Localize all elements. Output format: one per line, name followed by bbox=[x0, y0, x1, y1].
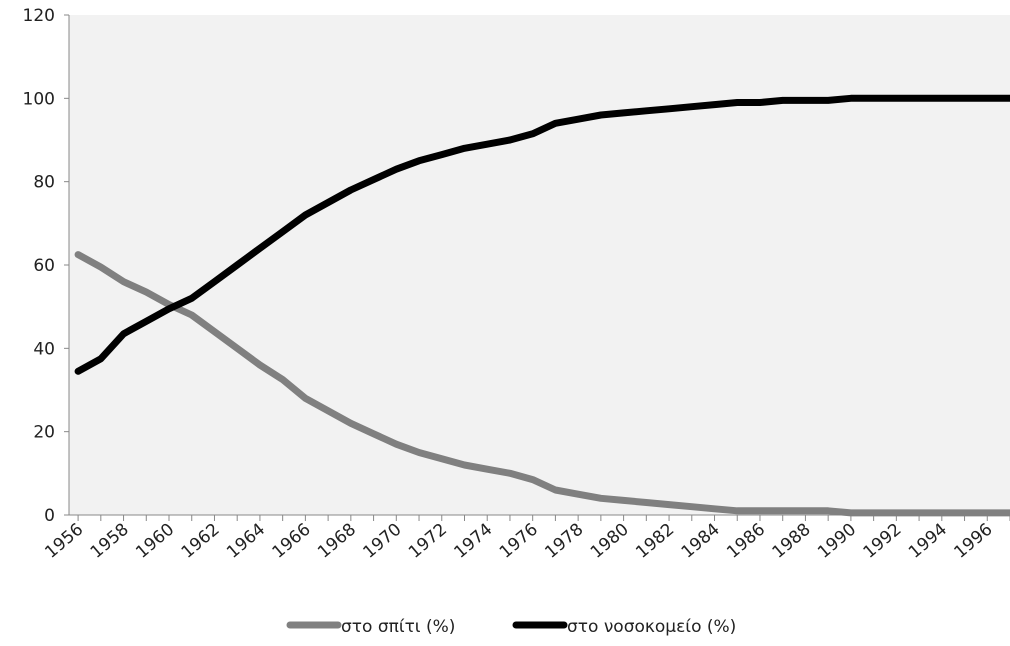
x-tick-label: 1974 bbox=[450, 520, 496, 563]
x-tick-label: 1990 bbox=[814, 520, 860, 563]
x-tick-label: 1996 bbox=[950, 520, 996, 563]
x-tick-label: 1978 bbox=[541, 520, 587, 563]
x-tick-label: 1966 bbox=[269, 520, 315, 563]
x-tick-label: 1976 bbox=[496, 520, 542, 563]
y-tick-label: 40 bbox=[33, 339, 55, 359]
x-axis: 1956 1958 1960 1962 1964 1966 1968 1970 1972 1974… bbox=[41, 514, 1010, 563]
x-tick-label: 1988 bbox=[769, 520, 815, 563]
x-tick-label: 1960 bbox=[132, 520, 178, 563]
y-tick-label: 20 bbox=[33, 423, 55, 443]
x-tick-label: 1984 bbox=[678, 520, 724, 563]
x-tick-label: 1980 bbox=[587, 520, 633, 563]
x-tick-label: 1970 bbox=[360, 520, 406, 563]
legend-label-0: στο σπίτι (%) bbox=[341, 617, 455, 637]
x-tick-label: 1964 bbox=[223, 520, 269, 563]
series-line-0 bbox=[74, 251, 1010, 517]
x-tick-label: 1958 bbox=[87, 520, 133, 563]
y-tick-label: 120 bbox=[23, 6, 55, 26]
y-tick-label: 60 bbox=[33, 256, 55, 276]
x-tick-label: 1992 bbox=[860, 520, 906, 563]
x-tick-label: 1962 bbox=[178, 520, 224, 563]
x-tick-label: 1994 bbox=[905, 520, 951, 563]
x-tick-label: 1982 bbox=[632, 520, 678, 563]
x-tick-label: 1986 bbox=[723, 520, 769, 563]
legend: στο σπίτι (%) στο νοσοκομείο (%) bbox=[286, 617, 736, 637]
plot-area bbox=[69, 15, 1010, 515]
y-axis: 0 20 40 60 80 100 120 bbox=[23, 6, 70, 526]
series-layer bbox=[74, 94, 1010, 517]
y-tick-label: 100 bbox=[23, 89, 55, 109]
x-tick-label: 1968 bbox=[314, 520, 360, 563]
x-tick-label: 1972 bbox=[405, 520, 451, 563]
series-line-1 bbox=[74, 94, 1010, 375]
y-tick-label: 80 bbox=[33, 173, 55, 193]
y-tick-label: 0 bbox=[44, 506, 55, 526]
legend-label-1: στο νοσοκομείο (%) bbox=[567, 617, 736, 637]
